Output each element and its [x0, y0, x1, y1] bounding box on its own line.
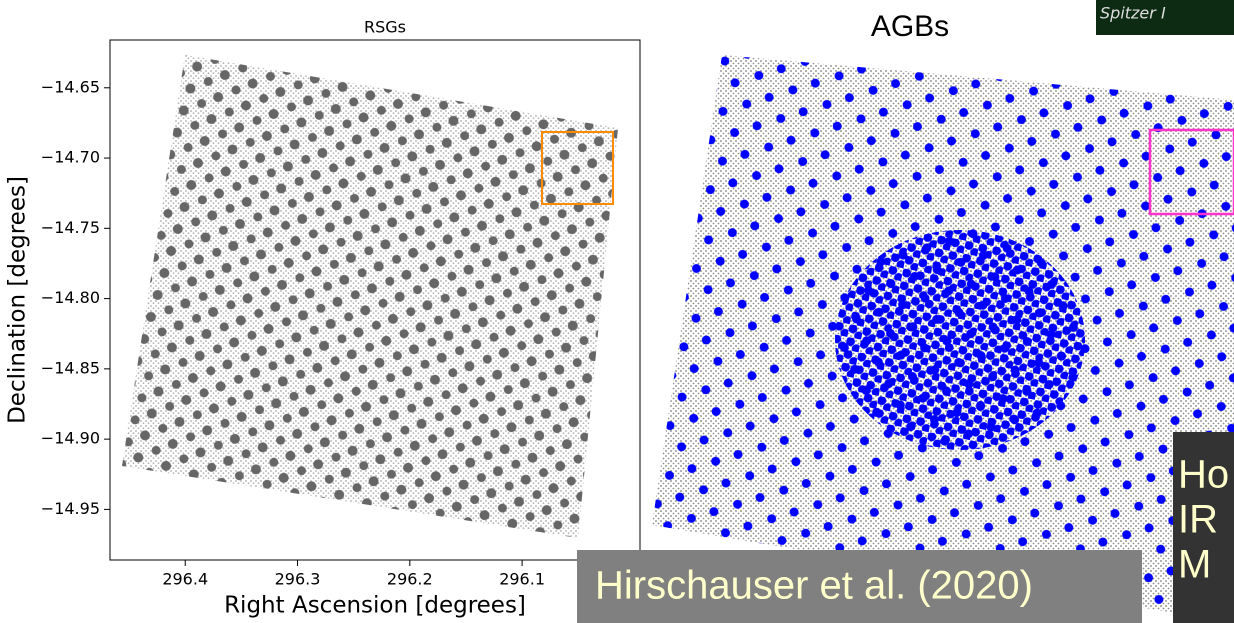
y-tick-label: −14.80 [41, 288, 100, 307]
x-tick-label: 296.4 [162, 570, 208, 589]
y-tick-label: −14.70 [41, 148, 100, 167]
citation-box [577, 550, 1142, 623]
side-note-line: IR [1178, 498, 1218, 542]
rsg-panel: RSGs Right Ascension [degrees] Declinati… [5, 18, 641, 619]
y-axis-label: Declination [degrees] [5, 176, 31, 424]
y-tick-label: −14.90 [41, 429, 100, 448]
note-box [1173, 432, 1234, 623]
image-thumbnail [1096, 0, 1234, 35]
chart-title: RSGs [364, 18, 406, 37]
chart-title: AGBs [871, 10, 949, 43]
rsg-points [122, 55, 618, 538]
highlight-box [541, 131, 614, 205]
image-caption: Spitzer I [1100, 4, 1166, 23]
y-tick-label: −14.65 [41, 77, 100, 96]
y-tick-label: −14.75 [41, 218, 100, 237]
highlight-box [1148, 128, 1234, 216]
y-tick-label: −14.95 [41, 499, 100, 518]
citation: Hirschauser et al. (2020) [595, 564, 1033, 608]
y-tick-label: −14.85 [41, 358, 100, 377]
agb-points-dense [835, 230, 1085, 450]
x-axis-label: Right Ascension [degrees] [224, 593, 526, 619]
side-note-line: Ho [1178, 453, 1229, 497]
side-note-line: M [1178, 543, 1211, 587]
x-tick-label: 296.1 [499, 570, 545, 589]
agb-panel: AGBs [652, 10, 1234, 623]
axes-frame [109, 39, 641, 561]
x-tick-label: 296.2 [387, 570, 433, 589]
x-tick-label: 296.3 [275, 570, 321, 589]
